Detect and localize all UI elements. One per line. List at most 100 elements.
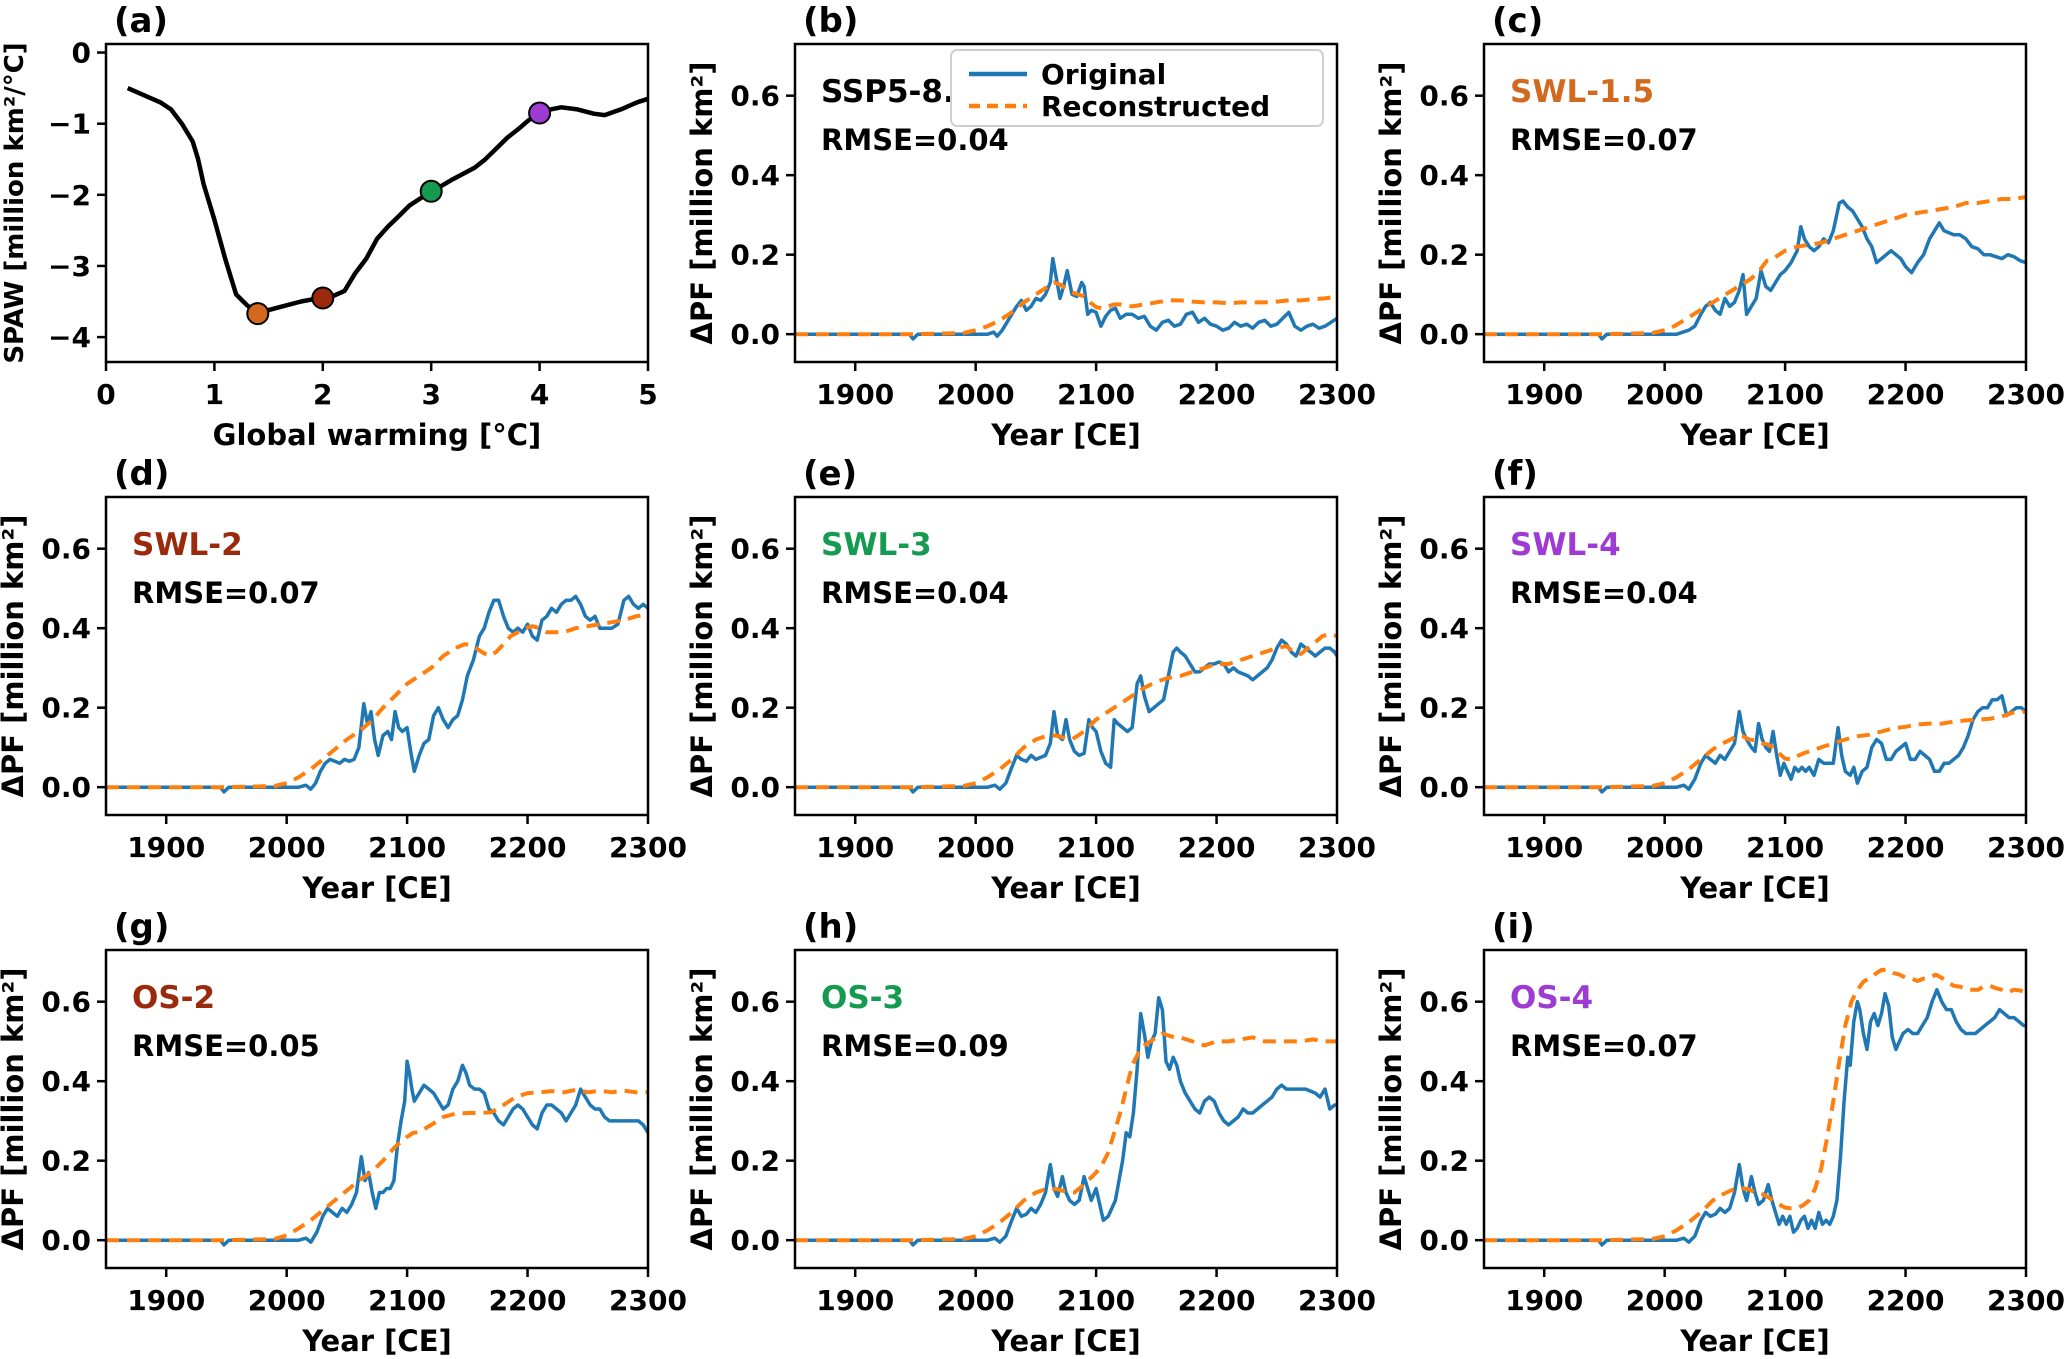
scenario-label: SWL-1.5 (1510, 74, 1654, 110)
x-tick-label: 2100 (1746, 1284, 1824, 1317)
series-original-line (106, 594, 650, 794)
x-tick-label: 2100 (368, 831, 446, 864)
x-tick-label: 2200 (1178, 831, 1256, 864)
series-reconstructed-line (1484, 195, 2027, 337)
x-tick-label: 5 (638, 378, 657, 411)
series-original-line (106, 1059, 650, 1247)
x-tick-label: 2300 (609, 1284, 687, 1317)
x-tick-label: 1900 (1505, 831, 1583, 864)
x-tick-label: 2000 (1626, 378, 1704, 411)
panel-f: 1900 2000 2100 2200 2300 0.0 0.2 0.4 0.6 Year [CE… (1378, 453, 2067, 906)
x-tick-label: 2300 (609, 831, 687, 864)
x-tick-label: 2200 (489, 1284, 567, 1317)
y-tick-label: 0.6 (730, 533, 780, 566)
x-tick-label: 2300 (1987, 831, 2065, 864)
x-tick-label: 2000 (248, 1284, 326, 1317)
series-reconstructed-line (1484, 709, 2027, 790)
y-tick-label: 0.4 (730, 1065, 780, 1098)
y-tick-label: 0.6 (730, 80, 780, 113)
x-tick-label: 1900 (127, 1284, 205, 1317)
y-axis-label: ΔPF [million km²] (1378, 515, 1408, 798)
panel-letter: (e) (803, 454, 857, 494)
y-tick-label: 0.4 (1419, 159, 1469, 192)
y-tick-label: −4 (48, 321, 91, 354)
x-axis-label: Global warming [°C] (213, 418, 542, 452)
scenario-label: OS-2 (132, 980, 215, 1016)
y-tick-label: 0.4 (730, 159, 780, 192)
scenario-label: SWL-2 (132, 527, 243, 563)
y-axis-label: ΔPF [million km²] (1378, 62, 1408, 345)
x-tick-label: 2000 (248, 831, 326, 864)
x-tick-label: 2100 (1057, 831, 1135, 864)
plot-border (793, 42, 1339, 364)
y-tick-label: 0.2 (730, 239, 780, 272)
y-tick-label: 0.2 (730, 692, 780, 725)
y-tick-label: 0.2 (41, 1145, 91, 1178)
x-axis-label: Year [CE] (1679, 1324, 1830, 1358)
series-reconstructed-line (795, 632, 1338, 790)
panel-g: 1900 2000 2100 2200 2300 0.0 0.2 0.4 0.6 Year [CE… (0, 906, 689, 1359)
chart-d: 1900 2000 2100 2200 2300 0.0 0.2 0.4 0.6 Year [CE… (0, 454, 687, 905)
panel-letter: (b) (803, 1, 858, 41)
chart-c: 1900 2000 2100 2200 2300 0.0 0.2 0.4 0.6 Year [CE… (1378, 1, 2065, 452)
y-tick-label: 0.4 (1419, 612, 1469, 645)
y-tick-label: 0.2 (730, 1145, 780, 1178)
y-tick-label: 0.6 (730, 986, 780, 1019)
chart-a: 0 1 2 3 4 5 0 −1 −2 −3 −4 Global warming [°C] SPAW [… (0, 1, 658, 452)
rmse-label: RMSE=0.09 (821, 1029, 1009, 1063)
scenario-label: SWL-4 (1510, 527, 1621, 563)
y-tick-label: 0.0 (730, 1224, 780, 1257)
y-tick-label: 0.0 (730, 318, 780, 351)
plot-border (1482, 495, 2028, 817)
plot-border (793, 495, 1339, 817)
x-tick-label: 2100 (1746, 378, 1824, 411)
y-tick-label: 0.4 (1419, 1065, 1469, 1098)
chart-i: 1900 2000 2100 2200 2300 0.0 0.2 0.4 0.6 Year [CE… (1378, 907, 2065, 1358)
plot-border (793, 948, 1339, 1270)
x-axis-label: Year [CE] (990, 871, 1141, 905)
panel-i: 1900 2000 2100 2200 2300 0.0 0.2 0.4 0.6 Year [CE… (1378, 906, 2067, 1359)
rmse-label: RMSE=0.04 (821, 576, 1009, 610)
x-tick-label: 2000 (1626, 1284, 1704, 1317)
x-tick-label: 2200 (1867, 831, 1945, 864)
y-tick-label: 0.4 (730, 612, 780, 645)
x-tick-label: 1 (205, 378, 224, 411)
x-tick-label: 2300 (1298, 1284, 1376, 1317)
x-tick-label: 2200 (1178, 378, 1256, 411)
series-reconstructed-line (1484, 967, 2027, 1243)
y-axis-label: ΔPF [million km²] (689, 968, 719, 1251)
x-tick-label: 2100 (1057, 378, 1135, 411)
y-axis-label: ΔPF [million km²] (1378, 968, 1408, 1251)
x-tick-label: 2000 (937, 1284, 1015, 1317)
x-tick-label: 2100 (1746, 831, 1824, 864)
y-tick-label: 0.0 (1419, 318, 1469, 351)
x-tick-label: 2000 (1626, 831, 1704, 864)
x-axis-label: Year [CE] (990, 1324, 1141, 1358)
panel-letter: (d) (114, 454, 169, 494)
x-tick-label: 1900 (816, 1284, 894, 1317)
panel-letter: (a) (114, 1, 168, 41)
y-tick-label: 0.4 (41, 1065, 91, 1098)
y-axis-label: ΔPF [million km²] (0, 515, 30, 798)
panel-letter: (h) (803, 907, 858, 947)
y-tick-label: 0.2 (1419, 1145, 1469, 1178)
y-tick-label: −2 (48, 179, 91, 212)
panel-b: 1900 2000 2100 2200 2300 0.0 0.2 0.4 0.6 Year [CE… (689, 0, 1378, 453)
rmse-label: RMSE=0.07 (1510, 1029, 1698, 1063)
plot-border (104, 948, 650, 1270)
x-tick-label: 2200 (1867, 378, 1945, 411)
series-original-line (1484, 988, 2026, 1247)
y-tick-label: 0 (72, 37, 91, 70)
y-axis-label: ΔPF [million km²] (689, 515, 719, 798)
x-tick-label: 1900 (127, 831, 205, 864)
y-tick-label: 0.2 (41, 692, 91, 725)
x-axis-label: Year [CE] (1679, 418, 1830, 452)
scenario-label: SWL-3 (821, 527, 932, 563)
series-original-line (1484, 694, 2028, 794)
y-tick-label: 0.6 (41, 533, 91, 566)
panel-letter: (g) (114, 907, 169, 947)
x-tick-label: 2300 (1987, 378, 2065, 411)
y-tick-label: 0.4 (41, 612, 91, 645)
x-tick-label: 2000 (937, 831, 1015, 864)
